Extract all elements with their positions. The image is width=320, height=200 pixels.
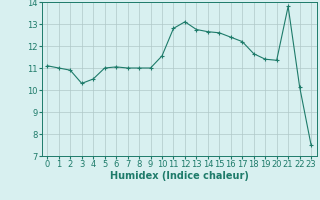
X-axis label: Humidex (Indice chaleur): Humidex (Indice chaleur) bbox=[110, 171, 249, 181]
